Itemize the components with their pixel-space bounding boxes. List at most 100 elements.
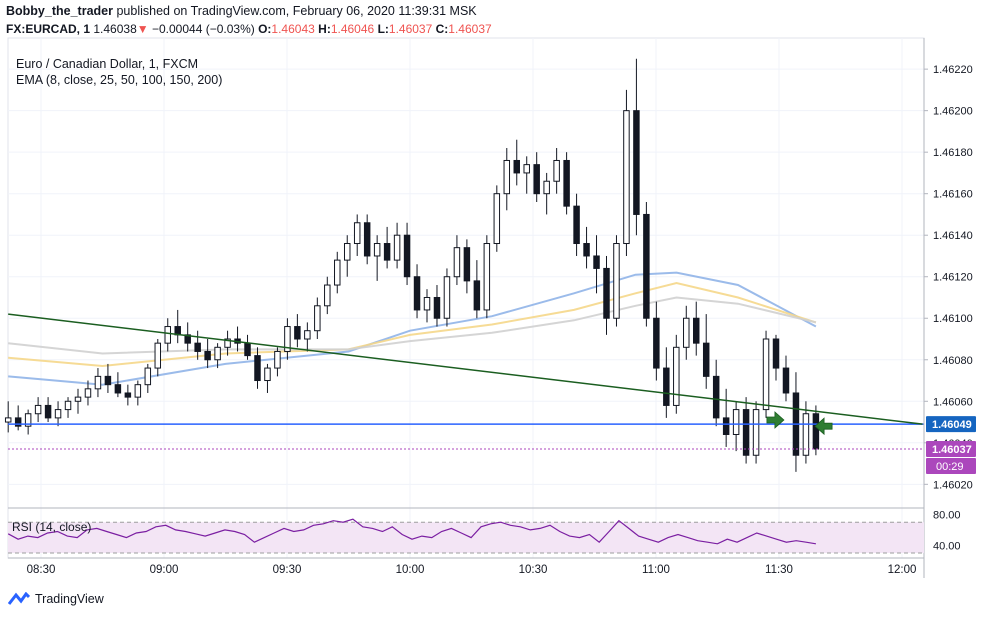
- overlays: [8, 313, 924, 450]
- y-tick-label: 1.46200: [933, 106, 973, 118]
- candle-body: [802, 413, 810, 456]
- last-price-tag: 1.46037: [932, 444, 972, 456]
- rsi-band: [8, 522, 924, 553]
- candle-body: [44, 404, 52, 419]
- rsi-pane: [7, 518, 924, 554]
- arrow-left-icon: [814, 417, 833, 436]
- y-tick-label: 1.46080: [933, 355, 973, 367]
- candle-body: [453, 247, 461, 278]
- candle-body: [314, 305, 321, 332]
- candles: [4, 58, 820, 472]
- candle-body: [503, 159, 511, 195]
- countdown-tag: 00:29: [936, 461, 964, 473]
- candle-body: [702, 342, 710, 377]
- candle-body: [553, 159, 560, 182]
- footer: TradingView: [8, 592, 104, 606]
- candle-body: [533, 164, 540, 195]
- candle-body: [563, 159, 570, 207]
- candle-body: [573, 205, 580, 245]
- candle-body: [523, 164, 530, 174]
- x-tick-label: 10:00: [396, 564, 425, 576]
- y-tick-label: 1.46060: [933, 396, 973, 408]
- candle-body: [104, 375, 112, 386]
- level-price-tag: 1.46049: [932, 419, 972, 431]
- candle-body: [603, 267, 610, 319]
- candle-body: [244, 342, 251, 357]
- ema-line: [8, 281, 817, 368]
- candle-body: [24, 413, 32, 427]
- candle-body: [583, 243, 590, 257]
- level-price-tag-bg: [926, 416, 976, 433]
- brand-name[interactable]: TradingView: [35, 592, 104, 606]
- candle-body: [4, 417, 12, 423]
- countdown-tag-bg: [926, 458, 976, 475]
- candle-body: [423, 296, 431, 311]
- candle-body: [324, 284, 331, 307]
- candle-body: [473, 280, 481, 311]
- candle-body: [204, 350, 211, 361]
- candle-body: [593, 255, 600, 269]
- x-tick-label: 10:30: [519, 564, 548, 576]
- author-name[interactable]: Bobby_the_trader: [6, 4, 113, 18]
- candle-body: [363, 222, 371, 257]
- candle-body: [214, 346, 221, 361]
- ohlc-header: FX:EURCAD, 1 1.46038▼ −0.00044 (−0.03%) …: [6, 22, 492, 36]
- candle-body: [84, 388, 92, 398]
- candle-body: [274, 350, 281, 369]
- candle-body: [543, 180, 550, 195]
- candle-body: [712, 375, 720, 419]
- symbol-label: FX:EURCAD, 1: [6, 22, 91, 36]
- candle-body: [413, 276, 421, 311]
- candle-body: [164, 326, 171, 344]
- x-tick-label: 11:00: [642, 564, 670, 576]
- high-value: 1.46046: [330, 22, 375, 36]
- x-tick-label: 08:30: [27, 564, 56, 576]
- price-change: −0.00044 (−0.03%): [151, 22, 255, 36]
- rsi-tick-label: 40.00: [933, 540, 961, 552]
- rsi-tick-label: 80.00: [933, 510, 961, 522]
- candle-body: [224, 338, 231, 348]
- trend-line: [8, 313, 923, 425]
- high-label: H:: [318, 22, 331, 36]
- chart-svg[interactable]: 1.460201.460401.460601.460801.461001.461…: [0, 0, 988, 590]
- arrow-right-icon: [766, 411, 785, 429]
- candle-body: [334, 259, 341, 286]
- open-value: 1.46043: [271, 22, 315, 36]
- y-tick-label: 1.46160: [933, 189, 973, 201]
- candle-body: [722, 417, 730, 435]
- last-price-tag-bg: [926, 441, 976, 458]
- ema-line: [8, 271, 817, 386]
- candle-body: [254, 355, 261, 382]
- plot-frame: [7, 37, 925, 559]
- rsi-line: [7, 518, 816, 545]
- candle-body: [633, 110, 640, 215]
- candle-body: [742, 409, 750, 456]
- candle-body: [752, 409, 760, 456]
- candle-body: [284, 326, 291, 352]
- candle-body: [692, 317, 700, 344]
- candle-body: [264, 367, 271, 382]
- down-triangle-icon: ▼: [136, 22, 149, 36]
- instrument-legend: Euro / Canadian Dollar, 1, FXCM: [16, 57, 198, 71]
- ema-lines: [8, 271, 817, 386]
- y-tick-label: 1.46120: [933, 272, 973, 284]
- ema-line: [8, 296, 817, 355]
- ema-legend: EMA (8, close, 25, 50, 100, 150, 200): [16, 73, 222, 87]
- publish-header: Bobby_the_trader published on TradingVie…: [6, 4, 477, 18]
- low-label: L:: [377, 22, 389, 36]
- candle-body: [383, 243, 391, 261]
- candle-body: [663, 367, 670, 406]
- candle-body: [643, 213, 650, 319]
- candle-body: [114, 384, 122, 394]
- y-tick-label: 1.46180: [933, 147, 973, 159]
- candle-body: [732, 409, 740, 435]
- y-tick-label: 1.46100: [933, 313, 973, 325]
- candle-body: [443, 276, 451, 319]
- candle-body: [433, 296, 441, 319]
- candle-body: [353, 222, 361, 245]
- candle-body: [74, 396, 82, 402]
- candle-body: [772, 338, 780, 369]
- x-tick-label: 09:30: [273, 564, 302, 576]
- candle-body: [134, 384, 142, 398]
- candle-body: [623, 110, 630, 245]
